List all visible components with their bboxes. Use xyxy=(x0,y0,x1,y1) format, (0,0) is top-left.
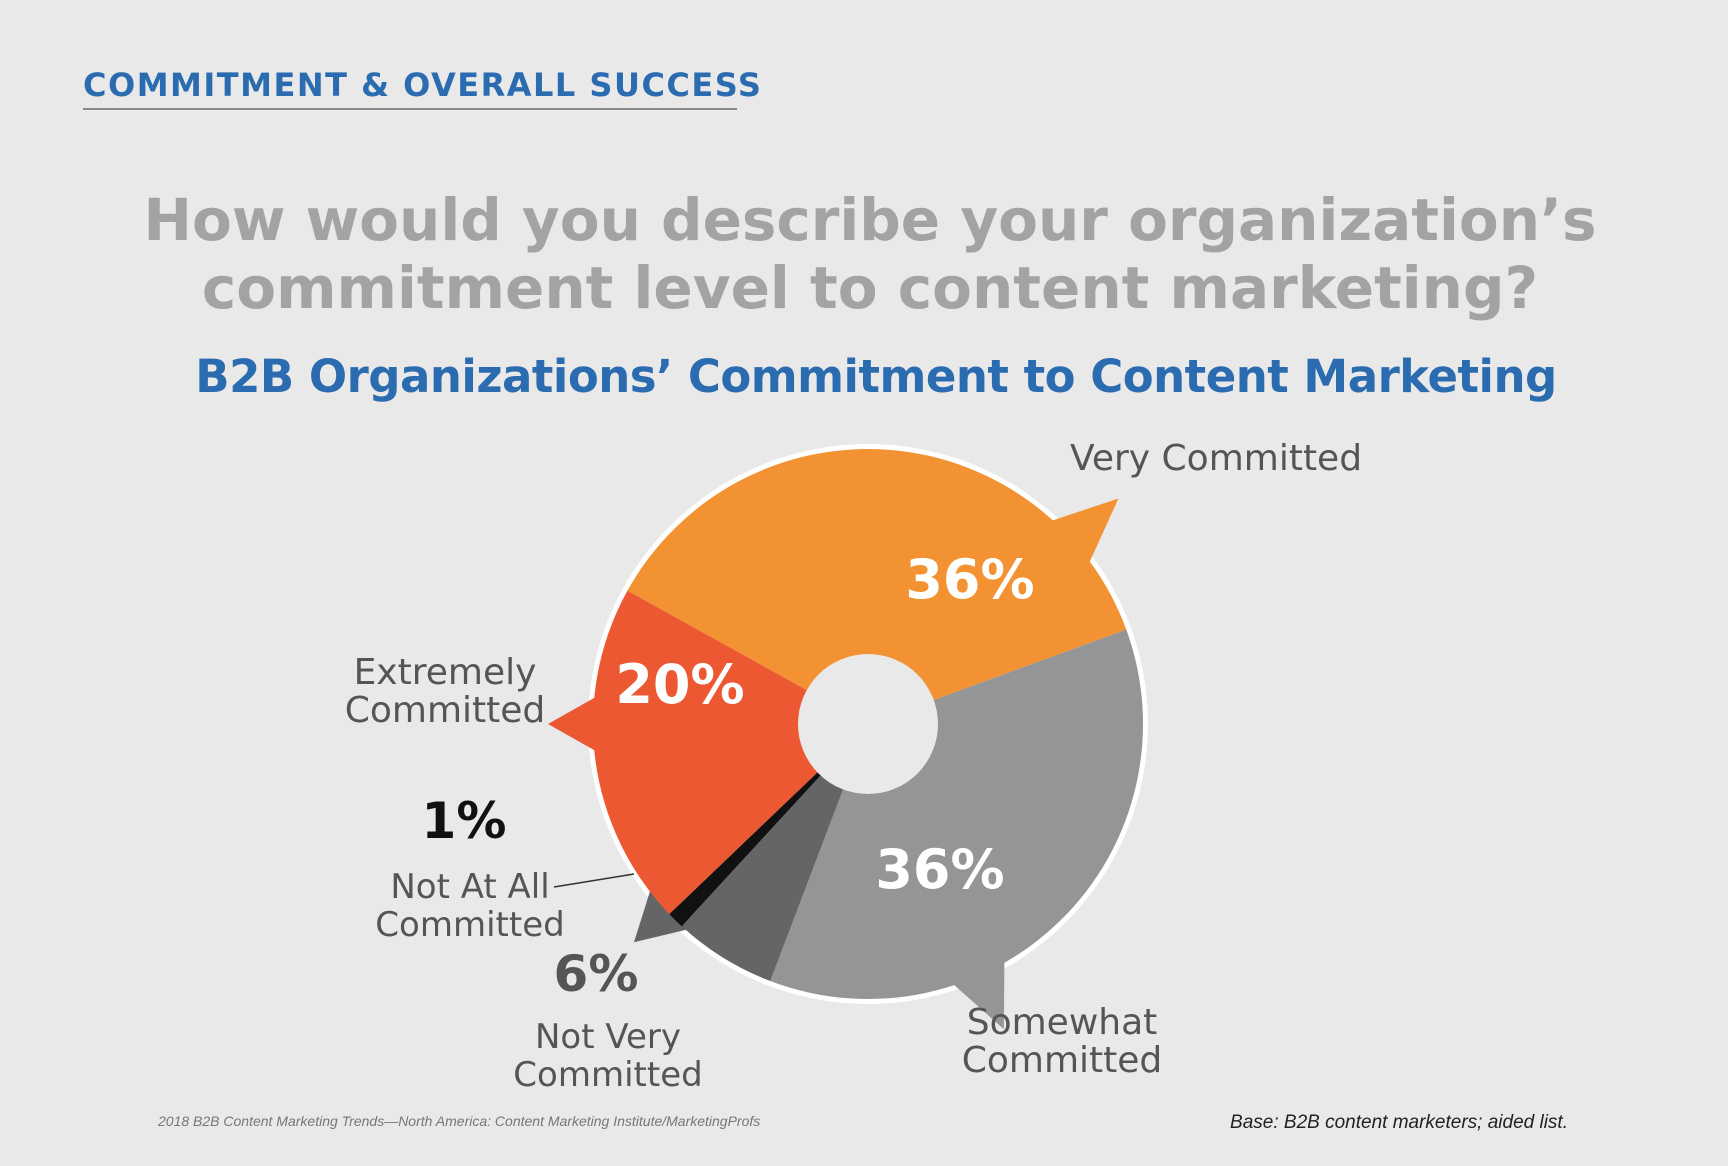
survey-question-line-1: How would you describe your organization… xyxy=(143,186,1597,254)
pie-slice xyxy=(593,590,868,915)
section-header: COMMITMENT & OVERALL SUCCESS xyxy=(83,66,763,104)
donut-hole xyxy=(798,654,938,794)
slice-category-label: Extremely Committed xyxy=(345,652,546,731)
slice-pointer xyxy=(1041,498,1119,573)
slice-category-label: Very Committed xyxy=(1070,438,1362,479)
slice-value-label: 36% xyxy=(875,838,1004,901)
survey-question: How would you describe your organization… xyxy=(0,186,1728,322)
slice-category-label: Somewhat Committed xyxy=(962,1002,1163,1081)
pie-slice xyxy=(627,449,1127,724)
slice-pointer xyxy=(548,691,605,757)
pie-slice xyxy=(669,724,868,927)
slice-value-label: 20% xyxy=(615,653,744,716)
leader-line xyxy=(553,873,635,888)
source-note: 2018 B2B Content Marketing Trends—North … xyxy=(158,1113,761,1129)
base-note: Base: B2B content marketers; aided list. xyxy=(1230,1112,1568,1133)
slice-value-label: 1% xyxy=(422,792,507,850)
slice-value-label: 36% xyxy=(905,548,1034,611)
pie-slice xyxy=(770,629,1143,1000)
pie-slice xyxy=(681,724,868,982)
chart-title: B2B Organizations’ Commitment to Content… xyxy=(195,350,1557,403)
slice-category-label: Not At All Committed xyxy=(375,867,564,945)
slice-category-label: Not Very Committed xyxy=(513,1017,702,1095)
survey-question-line-2: commitment level to content marketing? xyxy=(201,254,1539,322)
slice-pointer xyxy=(945,951,1005,1030)
slice-pointer xyxy=(633,879,698,943)
section-divider xyxy=(83,108,737,110)
slice-value-label: 6% xyxy=(554,945,639,1003)
